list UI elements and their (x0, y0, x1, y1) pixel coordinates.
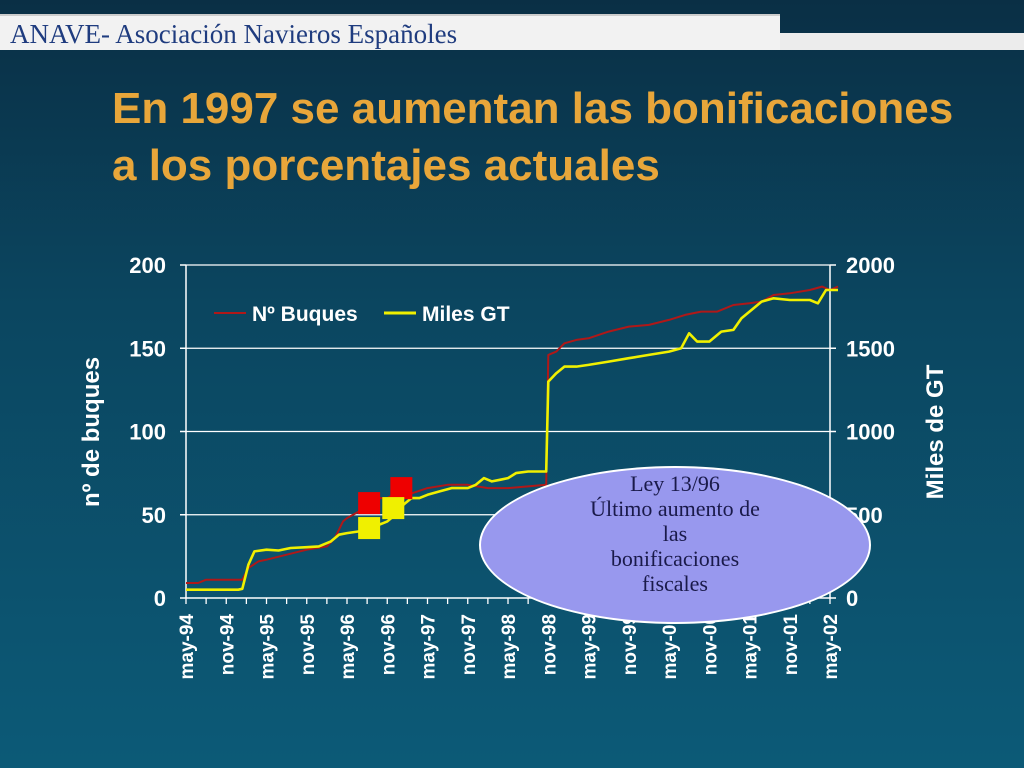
x-tick-label: may-99 (580, 614, 601, 680)
x-tick-label: may-96 (338, 614, 359, 680)
y2-tick-label: 0 (846, 586, 858, 611)
x-tick-label: nov-00 (700, 614, 721, 675)
callout-line: bonificaciones (610, 546, 740, 571)
callout-line: Ley 13/96 (630, 471, 720, 496)
chart-legend: Nº Buques Miles GT (214, 303, 510, 326)
callout-line: fiscales (642, 571, 708, 596)
x-tick-label: may-98 (499, 614, 520, 680)
y-tick-label: 50 (142, 503, 166, 528)
y2-axis-title: Miles de GT (922, 364, 949, 499)
highlight-marker (390, 477, 413, 500)
series-line-buques (186, 285, 839, 584)
organization-header: ANAVE- Asociación Navieros Españoles (0, 14, 780, 50)
highlight-marker (382, 497, 405, 520)
x-tick-label: may-02 (821, 614, 842, 680)
x-tick-label: nov-94 (217, 614, 238, 676)
y-tick-label: 200 (129, 253, 166, 278)
x-tick-label: may-95 (258, 614, 279, 680)
y2-tick-label: 1500 (846, 336, 895, 361)
legend-label: Miles GT (422, 303, 510, 326)
x-tick-label: nov-98 (539, 614, 560, 675)
x-tick-label: nov-95 (298, 614, 319, 676)
x-tick-label: may-01 (741, 614, 762, 680)
callout-line: Último aumento de (590, 496, 760, 521)
series-line-miles-gt (186, 288, 838, 592)
y-tick-label: 150 (129, 336, 166, 361)
y-tick-label: 0 (154, 586, 166, 611)
slide-title: En 1997 se aumentan las bonificaciones a… (112, 84, 954, 190)
y-tick-label: 100 (129, 420, 166, 445)
x-tick-label: may-94 (177, 614, 198, 680)
x-tick-label: may-97 (419, 614, 440, 680)
law-callout-bubble: Ley 13/96 Último aumento de las bonificacio… (479, 466, 871, 624)
y-axis-title: nº de buques (78, 357, 105, 507)
x-tick-label: nov-01 (781, 614, 802, 676)
highlight-marker (358, 492, 381, 515)
x-tick-label: nov-96 (378, 614, 399, 675)
callout-line: las (662, 521, 688, 546)
legend-label: Nº Buques (252, 303, 358, 326)
highlight-marker (358, 517, 381, 540)
x-tick-label: nov-99 (620, 614, 641, 675)
x-tick-label: may-00 (660, 614, 681, 680)
x-tick-label: nov-97 (459, 614, 480, 675)
y2-tick-label: 2000 (846, 253, 895, 278)
y2-tick-label: 1000 (846, 420, 895, 445)
